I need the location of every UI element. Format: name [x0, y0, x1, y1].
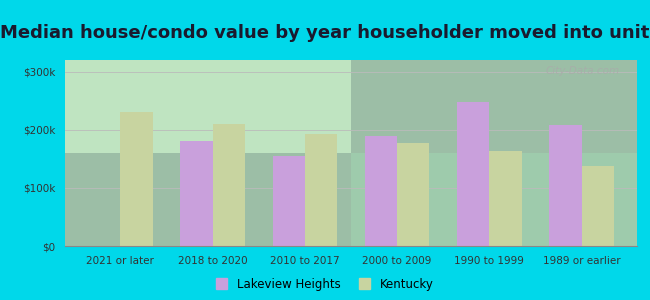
Text: Median house/condo value by year householder moved into unit: Median house/condo value by year househo… — [0, 24, 650, 42]
Bar — [180, 141, 213, 246]
Legend: Lakeview Heights, Kentucky: Lakeview Heights, Kentucky — [216, 278, 434, 291]
Bar — [120, 112, 153, 246]
Bar — [457, 102, 489, 246]
Bar — [365, 136, 397, 246]
Bar — [213, 124, 245, 246]
Bar — [549, 125, 582, 246]
Bar — [272, 156, 305, 246]
Bar — [489, 151, 522, 246]
Text: City-Data.com: City-Data.com — [546, 66, 620, 76]
Bar — [582, 166, 614, 246]
Bar — [397, 142, 430, 246]
Bar — [305, 134, 337, 246]
